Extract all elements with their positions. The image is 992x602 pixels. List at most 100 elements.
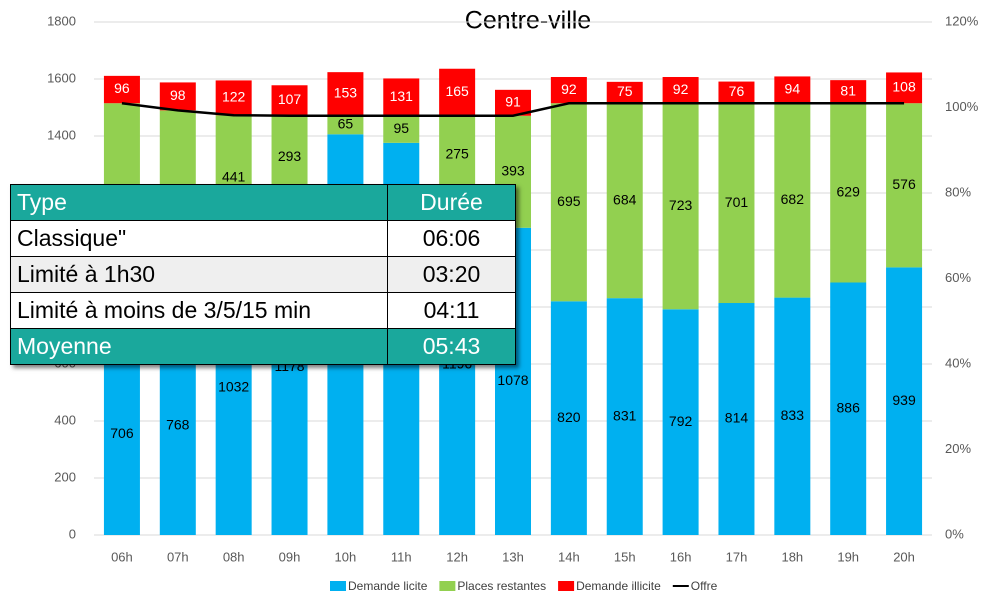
data-label: 393 bbox=[501, 162, 525, 178]
y2-tick-label: 100% bbox=[945, 99, 979, 114]
data-label: 1032 bbox=[218, 379, 249, 395]
data-label: 131 bbox=[390, 88, 414, 104]
duration-table: Type Durée Classique" 06:06 Limité à 1h30 0… bbox=[10, 184, 516, 365]
table-header: Type Durée bbox=[10, 184, 516, 221]
data-label: 939 bbox=[892, 392, 916, 408]
data-label: 122 bbox=[222, 89, 246, 105]
x-tick-label: 14h bbox=[558, 549, 580, 564]
data-label: 701 bbox=[725, 194, 749, 210]
bar-segment bbox=[606, 81, 643, 104]
bar-segment bbox=[550, 301, 587, 535]
data-label: 831 bbox=[613, 407, 637, 423]
bar-segment bbox=[103, 75, 140, 104]
bar-segment bbox=[886, 267, 923, 535]
header-cell: Durée bbox=[387, 184, 516, 221]
data-label: 165 bbox=[445, 83, 469, 99]
table-row: Classique" 06:06 bbox=[10, 220, 516, 257]
data-label: 94 bbox=[785, 81, 801, 97]
x-tick-label: 12h bbox=[446, 549, 468, 564]
bar-segment bbox=[327, 72, 364, 116]
y-tick-label: 200 bbox=[54, 469, 76, 484]
x-tick-label: 13h bbox=[502, 549, 524, 564]
bar-segment bbox=[662, 103, 699, 310]
data-label: 92 bbox=[673, 81, 689, 97]
data-label: 682 bbox=[781, 191, 805, 207]
x-tick-label: 07h bbox=[167, 549, 189, 564]
y2-tick-label: 40% bbox=[945, 355, 971, 370]
table-row: Moyenne 05:43 bbox=[10, 328, 516, 365]
bar-segment bbox=[774, 297, 811, 535]
y-tick-label: 400 bbox=[54, 412, 76, 427]
bar-segment bbox=[215, 80, 252, 116]
bar-segment bbox=[550, 103, 587, 302]
data-label: 576 bbox=[892, 176, 916, 192]
y-tick-label: 1600 bbox=[47, 70, 76, 85]
cell: 05:43 bbox=[387, 328, 516, 365]
bar-segment bbox=[383, 115, 420, 143]
cell: 04:11 bbox=[387, 292, 516, 329]
y2-tick-label: 0% bbox=[945, 526, 964, 541]
cell: Classique" bbox=[10, 220, 388, 257]
bar-segment bbox=[718, 103, 755, 304]
bar-segment bbox=[383, 78, 420, 116]
y2-tick-label: 20% bbox=[945, 441, 971, 456]
data-label: 792 bbox=[669, 413, 693, 429]
x-tick-label: 09h bbox=[279, 549, 301, 564]
data-label: 153 bbox=[334, 85, 358, 101]
y-tick-label: 1400 bbox=[47, 127, 76, 142]
x-tick-label: 11h bbox=[391, 549, 412, 564]
data-label: 293 bbox=[278, 148, 302, 164]
bar-segment bbox=[606, 298, 643, 535]
data-label: 695 bbox=[557, 193, 581, 209]
bar-segment bbox=[606, 103, 643, 299]
cell: Limité à 1h30 bbox=[10, 256, 388, 293]
bar-segment bbox=[439, 68, 476, 116]
data-label: 76 bbox=[729, 83, 745, 99]
legend-swatch bbox=[439, 581, 456, 591]
y2-tick-label: 60% bbox=[945, 270, 971, 285]
bar-segment bbox=[718, 81, 755, 104]
y2-tick-label: 80% bbox=[945, 184, 971, 199]
x-tick-label: 08h bbox=[223, 549, 245, 564]
y2-tick-label: 120% bbox=[945, 13, 979, 28]
x-tick-label: 18h bbox=[781, 549, 803, 564]
data-label: 833 bbox=[781, 407, 805, 423]
data-label: 886 bbox=[837, 399, 861, 415]
line bbox=[121, 101, 905, 118]
cell: Limité à moins de 3/5/15 min bbox=[10, 292, 388, 329]
table-row: Limité à moins de 3/5/15 min 04:11 bbox=[10, 292, 516, 329]
data-label: 684 bbox=[613, 191, 637, 207]
data-label: 820 bbox=[557, 409, 581, 425]
data-label: 768 bbox=[166, 416, 190, 432]
bar-segment bbox=[886, 103, 923, 268]
data-label: 81 bbox=[840, 82, 856, 98]
data-label: 95 bbox=[393, 120, 409, 136]
data-label: 92 bbox=[561, 81, 577, 97]
bar-segment bbox=[830, 80, 867, 104]
legend-swatch bbox=[330, 581, 346, 591]
bar-segment bbox=[550, 77, 587, 104]
legend-swatch bbox=[558, 581, 575, 591]
x-tick-label: 17h bbox=[726, 549, 748, 564]
bar-segment bbox=[886, 72, 923, 104]
cell: 03:20 bbox=[387, 256, 516, 293]
data-label: 706 bbox=[110, 425, 134, 441]
bar-segment bbox=[662, 77, 699, 104]
legend-label: Demande illicite bbox=[576, 579, 661, 593]
legend-label: Demande licite bbox=[348, 579, 428, 593]
y-tick-label: 0 bbox=[69, 526, 76, 541]
legend-label: Offre bbox=[691, 579, 718, 593]
x-tick-label: 15h bbox=[614, 549, 636, 564]
data-label: 629 bbox=[837, 184, 861, 200]
x-tick-label: 06h bbox=[111, 549, 133, 564]
data-label: 814 bbox=[725, 410, 749, 426]
x-tick-label: 10h bbox=[335, 549, 357, 564]
bar-segment bbox=[327, 115, 364, 135]
data-label: 65 bbox=[338, 116, 354, 132]
bar-segment bbox=[439, 115, 476, 195]
chart-title: Centre-ville bbox=[465, 7, 591, 35]
y-tick-label: 1800 bbox=[47, 13, 76, 28]
bar-segment bbox=[103, 333, 140, 535]
bar-segment bbox=[662, 309, 699, 535]
bar-segment bbox=[774, 103, 811, 298]
